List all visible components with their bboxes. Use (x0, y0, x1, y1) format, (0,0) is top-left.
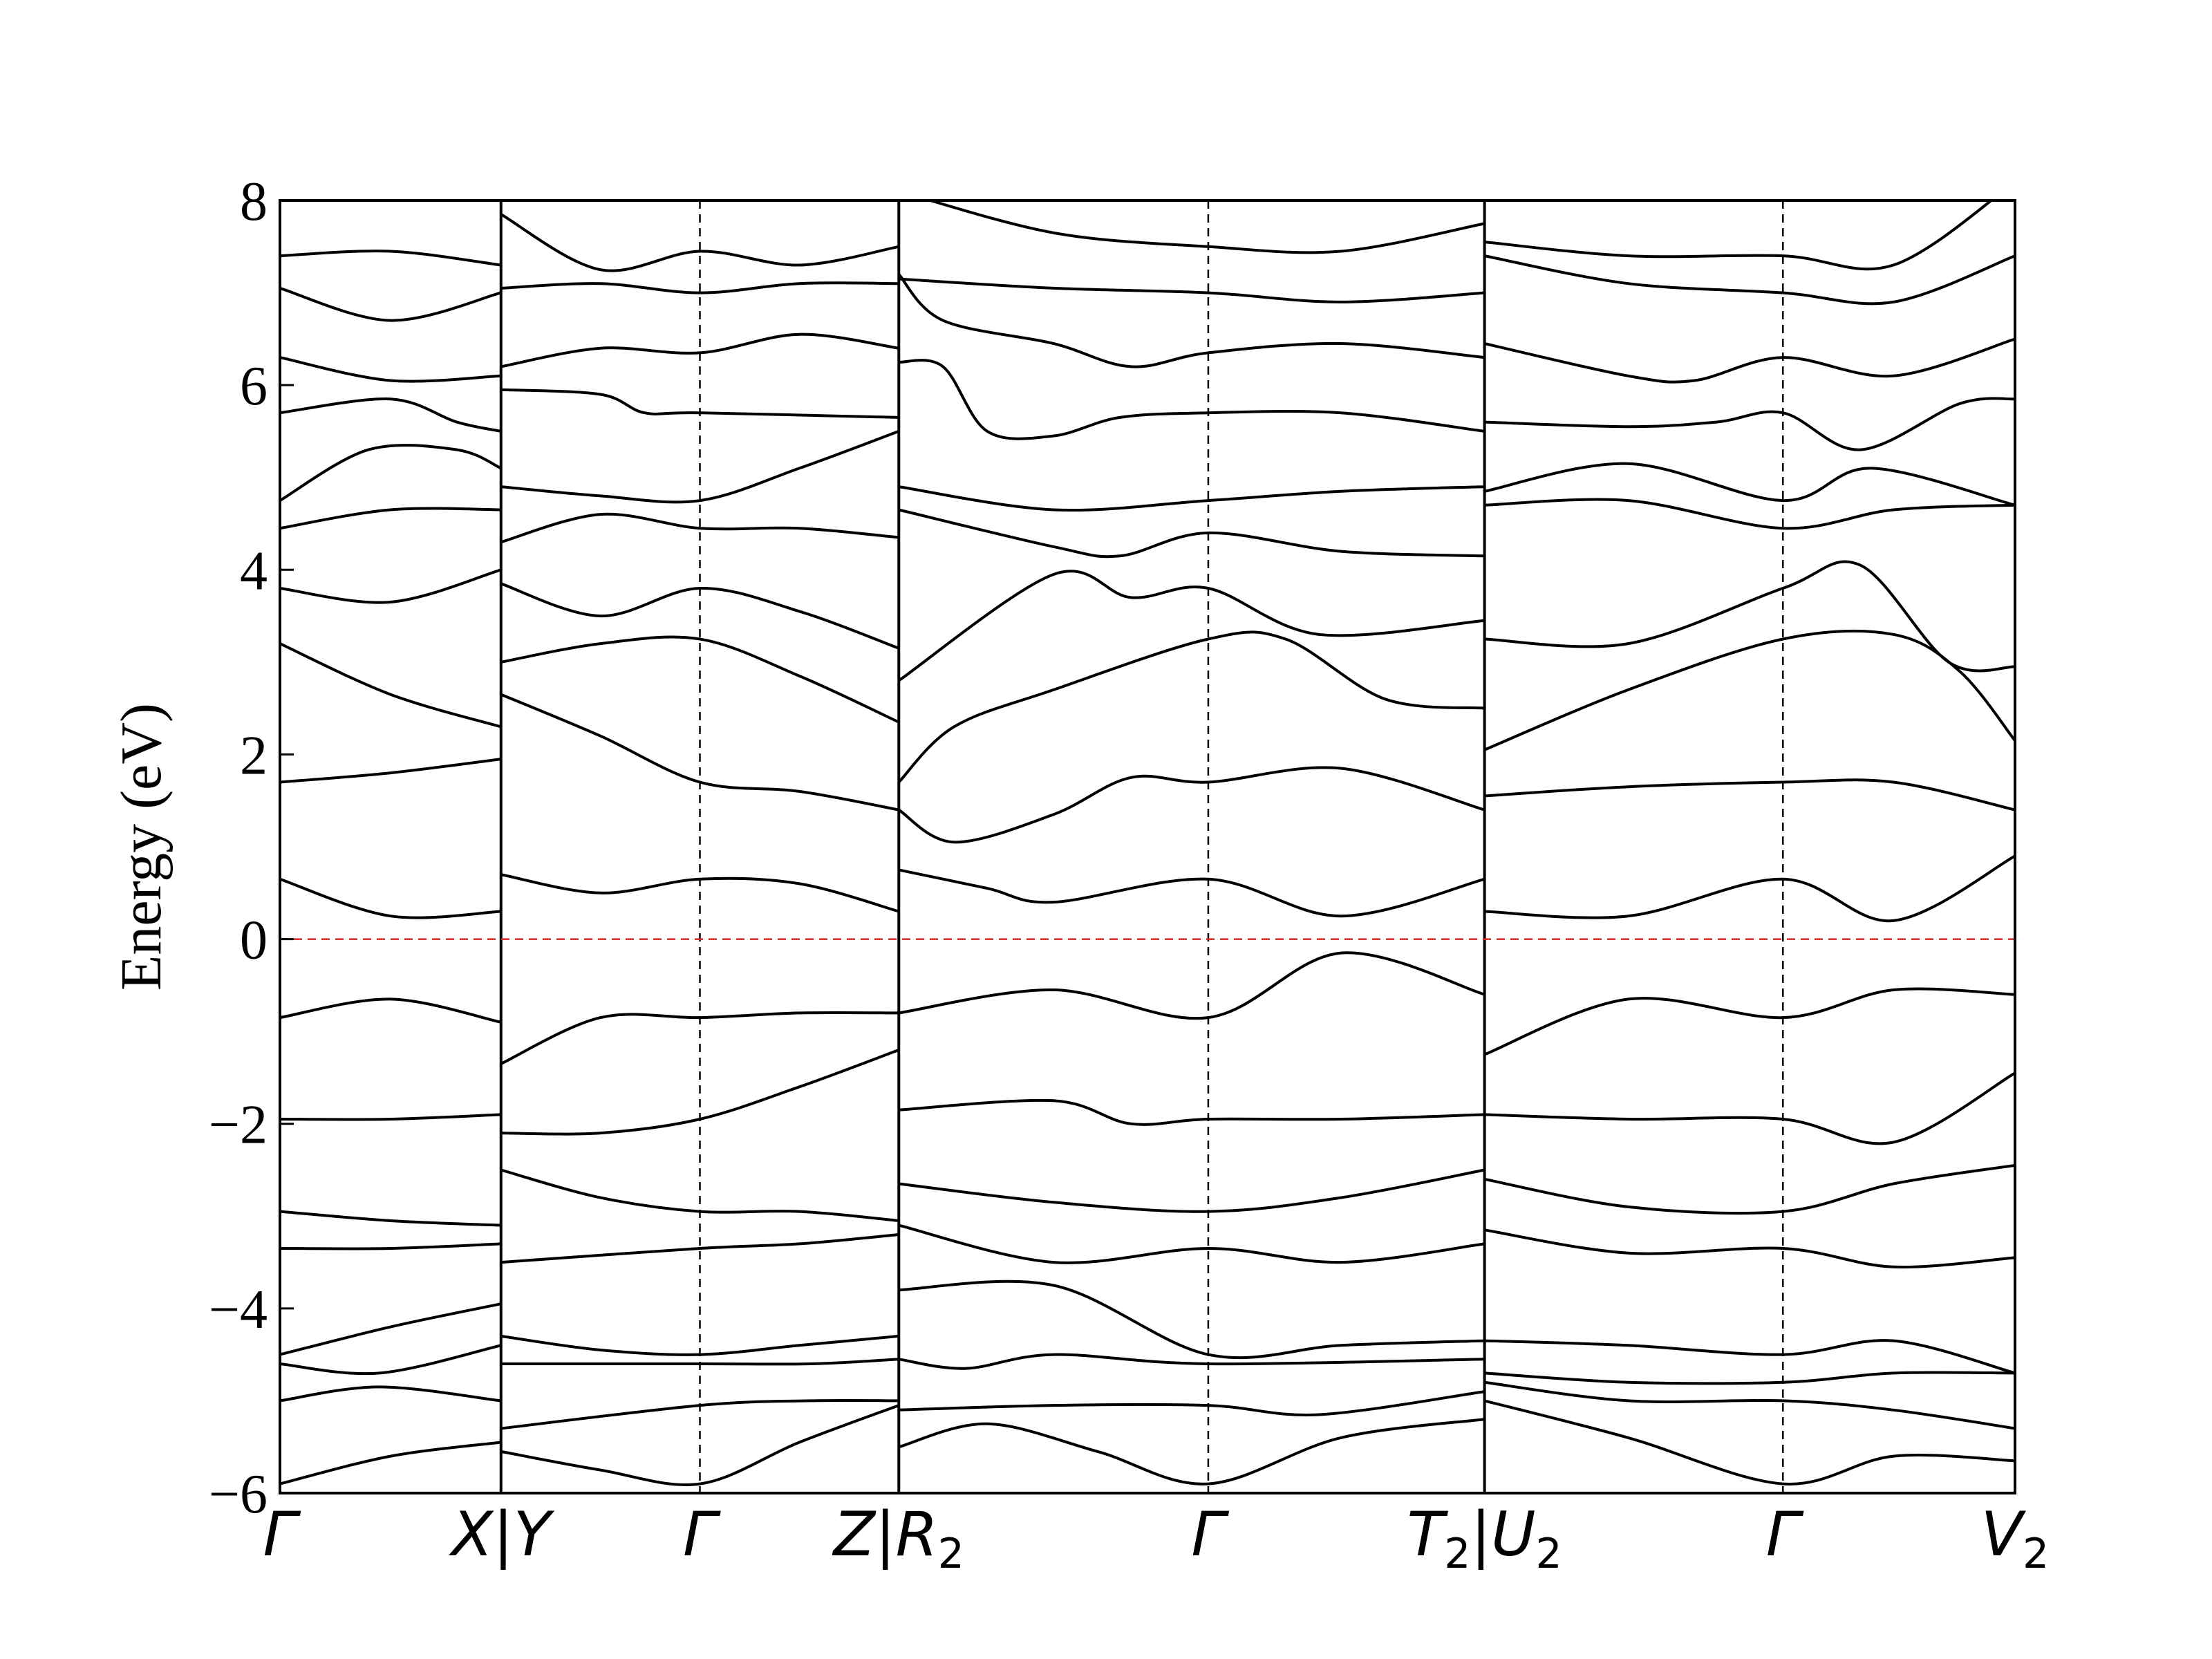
band-line (280, 1441, 501, 1485)
band-line (897, 630, 1485, 783)
band-line (500, 873, 899, 913)
band-line (897, 273, 1485, 368)
k-point-label: T2|U2 (1407, 1499, 1562, 1578)
band-line (500, 1358, 899, 1366)
band-line (899, 277, 1485, 303)
band-line (500, 582, 899, 650)
k-point-label: Γ (683, 1499, 721, 1570)
k-point-label: Γ (1766, 1499, 1804, 1570)
band-line (1484, 1228, 2015, 1269)
band-line (1483, 629, 2015, 751)
y-axis-label: Energy (eV) (109, 703, 174, 991)
band-line (280, 1242, 501, 1250)
band-line (500, 1233, 899, 1264)
k-point-label: Z|R2 (832, 1499, 964, 1578)
y-tick-label: −2 (209, 1095, 268, 1156)
band-line (1484, 1339, 2015, 1375)
band-line (1484, 560, 2015, 673)
band-line (899, 485, 1485, 512)
plot-frame (279, 199, 2016, 1494)
band-line (1484, 498, 2015, 530)
y-axis-ticks: −6 −4 −2 0 2 4 6 8 (209, 171, 294, 1525)
band-line (500, 1398, 899, 1430)
band-line (898, 1418, 1485, 1485)
k-point-label: V2 (1981, 1499, 2049, 1578)
band-line (500, 1404, 899, 1487)
band-line (1484, 397, 2015, 451)
band-line (500, 281, 899, 294)
band-line (280, 997, 502, 1024)
band-line (280, 1210, 501, 1227)
band-line (280, 758, 501, 784)
band-line (280, 642, 502, 729)
band-line (898, 1224, 1485, 1264)
band-line (1484, 337, 2015, 384)
band-line (500, 1168, 899, 1222)
band-line (500, 512, 899, 544)
band-line (898, 508, 1485, 559)
band-line (899, 951, 1485, 1020)
band-line (280, 877, 501, 919)
y-tick-label: −6 (209, 1464, 268, 1525)
band-line (1484, 1163, 2015, 1215)
band-line (500, 1334, 899, 1356)
k-point-labels: Γ X|Y Γ Z|R2 Γ T2|U2 Γ V2 (263, 1499, 2049, 1578)
band-line (898, 766, 1485, 844)
band-line (280, 444, 502, 502)
band-line (899, 1168, 1485, 1213)
band-line (280, 568, 502, 604)
band-line (1483, 987, 2015, 1056)
band-line (899, 359, 1485, 440)
band-line (280, 1113, 501, 1121)
k-point-label: Γ (263, 1499, 301, 1570)
band-line (899, 1353, 1485, 1370)
k-path-lines (499, 200, 1784, 1493)
band-line (280, 356, 501, 383)
band-line (898, 868, 1485, 918)
y-tick-label: 4 (240, 541, 268, 601)
band-line (898, 570, 1485, 682)
band-line (500, 635, 900, 724)
band-line (500, 1011, 899, 1065)
band-line (280, 507, 501, 530)
band-line (1484, 778, 2015, 812)
band-line (925, 200, 1485, 254)
y-tick-label: 8 (240, 171, 268, 232)
band-line (280, 397, 502, 433)
band-line (500, 1049, 899, 1136)
k-point-label: X|Y (449, 1499, 555, 1571)
band-line (500, 332, 899, 368)
band-line (899, 1280, 1485, 1360)
band-lines (280, 200, 2015, 1487)
band-line (500, 388, 899, 419)
band-line (1484, 200, 1994, 271)
band-line (1484, 1399, 2015, 1485)
band-line (500, 693, 899, 812)
band-line (1484, 1380, 2015, 1430)
band-line (1484, 1371, 2015, 1385)
y-tick-label: 0 (240, 910, 268, 971)
band-line (1484, 462, 2015, 507)
band-line (280, 1385, 501, 1403)
band-line (280, 286, 502, 322)
band-line (500, 213, 899, 272)
band-line (280, 1302, 502, 1356)
band-line (899, 1390, 1485, 1416)
band-line (1484, 254, 2015, 306)
band-line (899, 1098, 1485, 1126)
band-line (1484, 1071, 2015, 1145)
y-tick-label: −4 (209, 1280, 268, 1340)
band-line (1484, 854, 2015, 923)
k-point-label: Γ (1191, 1499, 1229, 1570)
band-line (500, 430, 899, 504)
y-tick-label: 2 (240, 725, 268, 786)
band-line (280, 250, 501, 267)
y-tick-label: 6 (240, 356, 268, 417)
band-line (280, 1344, 502, 1376)
